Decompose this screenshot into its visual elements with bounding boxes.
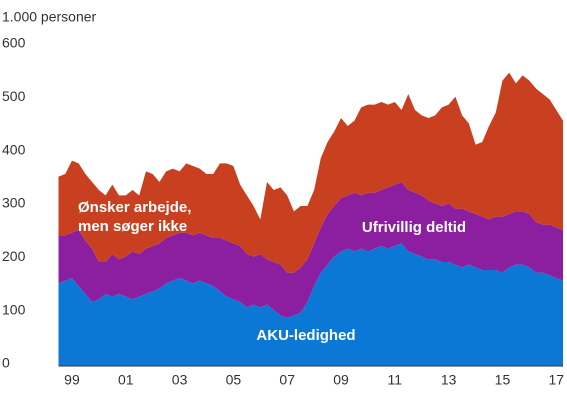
x-tick-label: 13	[441, 372, 457, 388]
y-tick-label: 200	[2, 248, 26, 264]
x-tick-label: 05	[226, 372, 242, 388]
x-tick-label: 17	[548, 372, 564, 388]
x-tick-label: 01	[118, 372, 134, 388]
y-tick-label: 0	[2, 355, 10, 371]
area	[58, 243, 563, 366]
y-tick-label: 400	[2, 141, 26, 157]
area	[58, 182, 563, 318]
annotation: Ønsker arbejde,	[78, 199, 191, 216]
x-tick-label: 09	[333, 372, 349, 388]
x-tick-label: 15	[495, 372, 511, 388]
x-tick-label: 11	[388, 372, 403, 388]
annotation: Ufrivillig deltid	[362, 219, 466, 236]
annotation: AKU-ledighed	[256, 327, 355, 344]
x-tick-label: 03	[172, 372, 188, 388]
y-tick-label: 600	[2, 35, 26, 51]
y-tick-label: 500	[2, 88, 26, 104]
area	[58, 72, 563, 273]
x-tick-label: 07	[279, 372, 295, 388]
annotation: men søger ikke	[78, 218, 187, 235]
y-tick-label: 300	[2, 195, 26, 211]
y-tick-label: 100	[2, 301, 26, 317]
y-axis-label: 1.000 personer	[2, 9, 97, 25]
x-tick-label: 99	[64, 372, 80, 388]
